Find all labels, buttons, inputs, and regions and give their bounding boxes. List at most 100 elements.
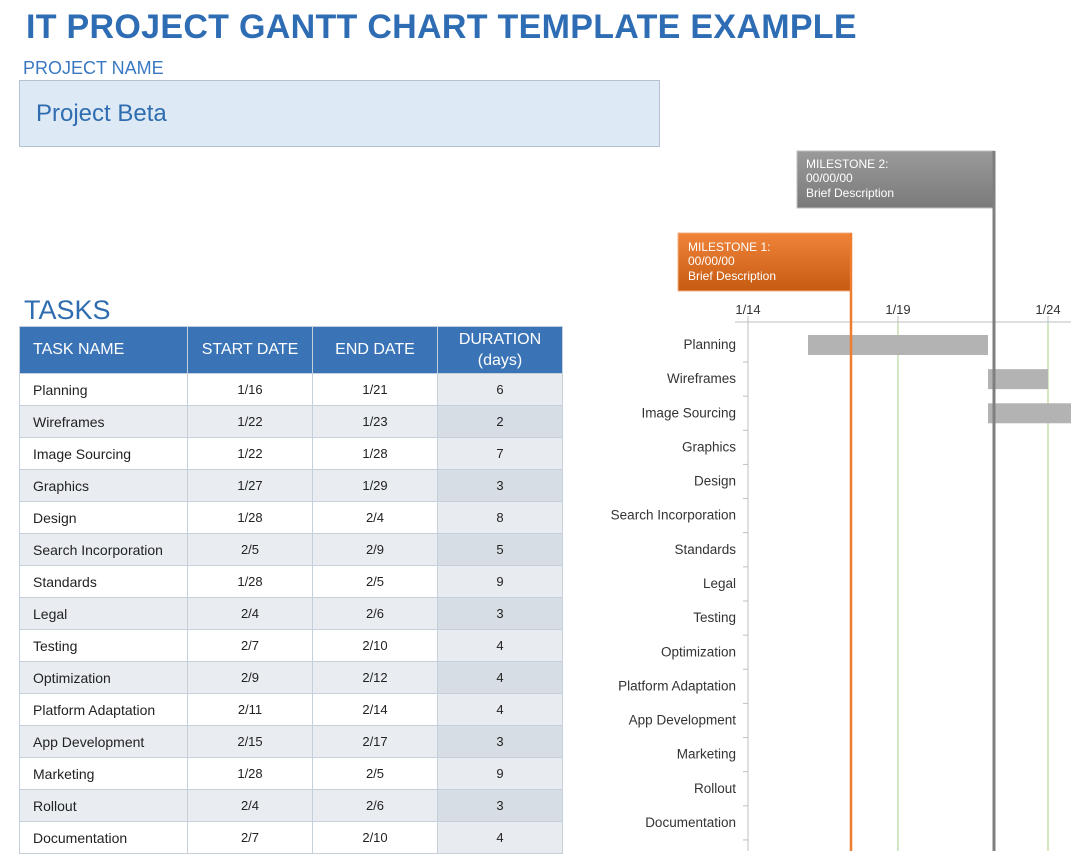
end-cell: 2/5: [312, 565, 438, 598]
gantt-task-label: Image Sourcing: [641, 405, 736, 420]
project-box: Project Beta: [19, 80, 660, 147]
gantt-task-label: Search Incorporation: [611, 508, 736, 523]
start-cell: 1/28: [187, 757, 313, 790]
duration-cell: 4: [437, 661, 563, 694]
task-name: Legal: [19, 597, 188, 630]
start-cell: 2/15: [187, 725, 313, 758]
start-cell: 1/27: [187, 469, 313, 502]
task-name: Platform Adaptation: [19, 693, 188, 726]
project-label: PROJECT NAME: [23, 58, 164, 78]
duration-cell: 3: [437, 469, 563, 502]
table-row: Platform Adaptation 2/11 2/14 4: [19, 693, 563, 726]
start-cell: 1/22: [187, 405, 313, 438]
gantt-task-label: Standards: [674, 542, 736, 557]
table-row: App Development 2/15 2/17 3: [19, 725, 563, 758]
task-name: Documentation: [19, 821, 188, 854]
x-tick-label: 1/19: [885, 302, 910, 317]
gantt-task-label: Legal: [703, 576, 736, 591]
x-tick-label: 1/24: [1035, 302, 1060, 317]
duration-cell: 5: [437, 533, 563, 566]
gantt-task-label: Wireframes: [667, 371, 736, 386]
gantt-task-label: Testing: [693, 610, 736, 625]
task-name: Marketing: [19, 757, 188, 790]
milestone-title: MILESTONE 1:: [688, 240, 770, 254]
start-cell: 2/5: [187, 533, 313, 566]
column-header: START DATE: [187, 326, 313, 374]
task-bar: [988, 369, 1048, 390]
column-header-text: DURATION (days): [458, 331, 542, 369]
duration-cell: 3: [437, 597, 563, 630]
task-name: Testing: [19, 629, 188, 662]
gantt-task-label: App Development: [629, 713, 737, 728]
column-header-text: TASK NAME: [33, 341, 125, 358]
task-name: Standards: [19, 565, 188, 598]
gantt-task-label: Rollout: [694, 781, 736, 796]
task-bar: [988, 403, 1071, 424]
duration-cell: 9: [437, 757, 563, 790]
milestone-title: MILESTONE 2:: [806, 157, 888, 171]
column-header-text: START DATE: [201, 341, 299, 358]
gantt-task-label: Design: [694, 474, 736, 489]
end-cell: 2/10: [312, 821, 438, 854]
task-name: Search Incorporation: [19, 533, 188, 566]
table-row: Image Sourcing 1/22 1/28 7: [19, 437, 563, 470]
gantt-task-label: Planning: [683, 337, 736, 352]
table-row: Documentation 2/7 2/10 4: [19, 821, 563, 854]
duration-cell: 4: [437, 821, 563, 854]
duration-cell: 9: [437, 565, 563, 598]
table-row: Marketing 1/28 2/5 9: [19, 757, 563, 790]
table-row: Wireframes 1/22 1/23 2: [19, 405, 563, 438]
table-row: Testing 2/7 2/10 4: [19, 629, 563, 662]
end-cell: 1/29: [312, 469, 438, 502]
table-row: Optimization 2/9 2/12 4: [19, 661, 563, 694]
task-name: Wireframes: [19, 405, 188, 438]
table-row: Search Incorporation 2/5 2/9 5: [19, 533, 563, 566]
duration-cell: 7: [437, 437, 563, 470]
column-header: DURATION (days): [437, 326, 563, 374]
column-header: TASK NAME: [19, 326, 188, 374]
start-cell: 2/7: [187, 821, 313, 854]
column-header: END DATE: [312, 326, 438, 374]
task-table: TASK NAME START DATE END DATE DURATION (day…: [19, 326, 563, 854]
table-body: Planning 1/16 1/21 6 Wireframes 1/22 1/23 2 Imag…: [19, 373, 563, 854]
start-cell: 2/9: [187, 661, 313, 694]
milestone-date: 00/00/00: [806, 171, 853, 185]
end-cell: 2/17: [312, 725, 438, 758]
x-tick-label: 1/14: [735, 302, 760, 317]
end-cell: 2/5: [312, 757, 438, 790]
start-cell: 2/7: [187, 629, 313, 662]
column-header-text: END DATE: [335, 341, 415, 358]
end-cell: 1/23: [312, 405, 438, 438]
gantt-task-label: Graphics: [682, 439, 736, 454]
gantt-task-label: Platform Adaptation: [618, 678, 736, 693]
end-cell: 2/12: [312, 661, 438, 694]
milestone-date: 00/00/00: [688, 254, 735, 268]
task-name: Image Sourcing: [19, 437, 188, 470]
header-row: TASK NAME START DATE END DATE DURATION (day…: [19, 326, 563, 374]
duration-cell: 3: [437, 789, 563, 822]
gantt-task-label: Optimization: [661, 644, 736, 659]
table-row: Standards 1/28 2/5 9: [19, 565, 563, 598]
table-row: Legal 2/4 2/6 3: [19, 597, 563, 630]
duration-cell: 4: [437, 629, 563, 662]
page-title: IT PROJECT GANTT CHART TEMPLATE EXAMPLE: [26, 8, 857, 46]
task-name: Optimization: [19, 661, 188, 694]
milestone-box: [796, 150, 995, 209]
project-name: Project Beta: [36, 100, 167, 127]
gantt-task-label: Documentation: [645, 815, 736, 830]
duration-cell: 3: [437, 725, 563, 758]
end-cell: 2/10: [312, 629, 438, 662]
duration-cell: 2: [437, 405, 563, 438]
end-cell: 2/6: [312, 789, 438, 822]
milestone-description: Brief Description: [688, 269, 776, 283]
duration-cell: 4: [437, 693, 563, 726]
task-bar: [808, 335, 988, 355]
table-row: Graphics 1/27 1/29 3: [19, 469, 563, 502]
tasks-label: TASKS: [24, 295, 111, 325]
gantt-task-label: Marketing: [677, 747, 736, 762]
milestone-description: Brief Description: [806, 186, 894, 200]
milestone-box: [677, 232, 852, 292]
